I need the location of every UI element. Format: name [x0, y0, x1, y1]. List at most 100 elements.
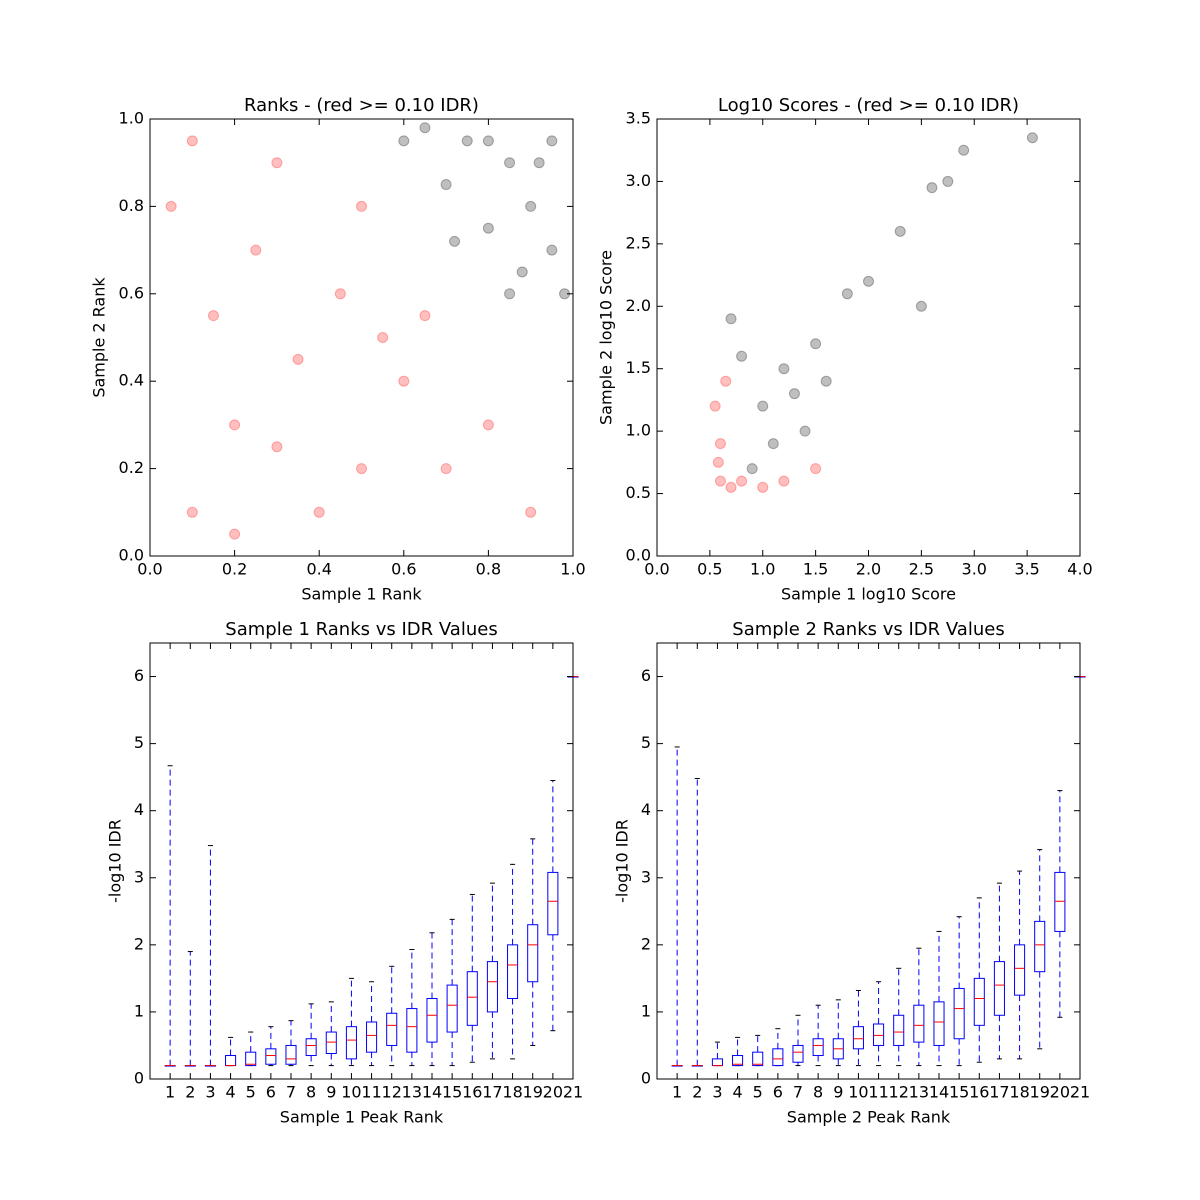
x-tick-label: 6 — [266, 1083, 276, 1102]
x-tick-label: 8 — [813, 1083, 823, 1102]
chart-title: Sample 2 Ranks vs IDR Values — [732, 619, 1004, 640]
scatter-point — [757, 481, 769, 493]
box — [993, 961, 1005, 1016]
x-tick-label: 4.0 — [1067, 560, 1092, 579]
box — [345, 1026, 357, 1060]
y-axis-label: -log10 IDR — [613, 819, 632, 903]
box — [507, 944, 519, 1000]
x-tick-label: 3.0 — [962, 560, 987, 579]
box — [933, 1001, 945, 1046]
x-tick-label: 21 — [563, 1083, 583, 1102]
y-tick-label: 0.5 — [626, 483, 651, 502]
x-tick-label: 0.6 — [391, 560, 416, 579]
scatter-point — [525, 200, 537, 212]
x-tick-label: 2.0 — [856, 560, 881, 579]
box — [1014, 944, 1026, 996]
axes-frame — [656, 642, 1081, 1080]
scatter-point — [440, 179, 452, 191]
box — [973, 977, 985, 1026]
box — [1034, 920, 1046, 973]
x-tick-label: 7 — [793, 1083, 803, 1102]
scatter-point — [894, 225, 906, 237]
y-tick-label: 3.0 — [626, 171, 651, 190]
box — [426, 998, 438, 1043]
x-tick-label: 1.0 — [560, 560, 585, 579]
scatter-point — [398, 375, 410, 387]
scatter-point — [377, 332, 389, 343]
box — [812, 1038, 824, 1057]
scatter-point — [292, 353, 304, 365]
x-axis-label: Sample 1 Peak Rank — [280, 1108, 444, 1127]
x-tick-label: 13 — [909, 1083, 929, 1102]
scatter-point — [504, 157, 516, 169]
x-tick-label: 3 — [205, 1083, 215, 1102]
x-tick-label: 14 — [422, 1083, 442, 1102]
scatter-point — [440, 463, 452, 475]
scatter-point — [714, 438, 726, 450]
box — [366, 1021, 378, 1053]
scatter-point — [419, 310, 431, 322]
scatter-point — [449, 235, 461, 247]
box — [486, 961, 498, 1013]
scatter-point — [799, 425, 811, 437]
subplot: 1 2 3 4 5 6 7 8 9 10 11 12 13 14 15 16 17 18 19 20 210123456… — [613, 619, 1091, 1127]
x-tick-label: 0.0 — [644, 560, 669, 579]
x-tick-label: 6 — [773, 1083, 783, 1102]
box — [446, 984, 458, 1033]
scatter-point — [788, 388, 800, 400]
y-tick-label: 4 — [641, 800, 651, 819]
x-tick-label: 0.2 — [222, 560, 247, 579]
x-tick-label: 17 — [482, 1083, 502, 1102]
scatter-point — [757, 400, 769, 412]
x-tick-label: 21 — [1070, 1083, 1090, 1102]
box — [752, 1051, 764, 1067]
scatter-point — [820, 375, 832, 387]
scatter-point — [709, 400, 721, 412]
chart-title: Ranks - (red >= 0.10 IDR) — [244, 95, 479, 116]
scatter-point — [778, 363, 790, 375]
scatter-point — [810, 463, 822, 475]
scatter-point — [482, 419, 494, 431]
y-tick-label: 0.8 — [119, 196, 144, 215]
scatter-point — [482, 222, 494, 234]
x-tick-label: 2 — [692, 1083, 702, 1102]
x-tick-label: 19 — [1030, 1083, 1050, 1102]
scatter-point — [926, 182, 938, 194]
scatter-point — [525, 506, 537, 518]
subplot: 0.0 0.5 1.0 1.5 2.0 2.5 3.0 3.5 4.0 0.0 0.5 1.0 1.5 2… — [597, 95, 1093, 604]
x-tick-label: 0.4 — [306, 560, 331, 579]
y-tick-label: 6 — [134, 666, 144, 685]
box — [285, 1044, 297, 1065]
box — [873, 1023, 885, 1046]
scatter-point — [863, 275, 874, 287]
x-tick-label: 12 — [382, 1083, 402, 1102]
box — [1054, 871, 1066, 932]
scatter-point — [313, 506, 325, 518]
y-tick-label: 2 — [134, 934, 144, 953]
x-tick-label: 16 — [462, 1083, 482, 1102]
y-tick-label: 6 — [641, 666, 651, 685]
scatter-point — [712, 456, 724, 468]
y-tick-label: 0.2 — [119, 458, 144, 477]
y-tick-label: 2.5 — [626, 233, 651, 252]
x-tick-label: 11 — [868, 1083, 888, 1102]
x-tick-label: 1.5 — [803, 560, 828, 579]
scatter-point — [165, 200, 177, 212]
box — [245, 1051, 257, 1067]
y-axis-label: Sample 2 log10 Score — [597, 250, 616, 425]
scatter-point — [810, 338, 822, 350]
y-tick-label: 5 — [641, 733, 651, 752]
subplot: 1 2 3 4 5 6 7 8 9 10 11 12 13 14 15 16 17 18 19 20 210123456… — [106, 619, 584, 1127]
box — [386, 1012, 398, 1046]
y-tick-label: 1 — [641, 1001, 651, 1020]
x-tick-label: 12 — [889, 1083, 909, 1102]
scatter-point — [186, 506, 198, 518]
scatter-point — [398, 135, 410, 147]
y-tick-label: 0.0 — [626, 546, 651, 565]
x-tick-label: 19 — [523, 1083, 543, 1102]
x-tick-label: 10 — [848, 1083, 868, 1102]
axes-frame — [149, 118, 574, 557]
box — [732, 1055, 744, 1067]
scatter-point — [714, 475, 726, 487]
x-tick-label: 1 — [165, 1083, 175, 1102]
